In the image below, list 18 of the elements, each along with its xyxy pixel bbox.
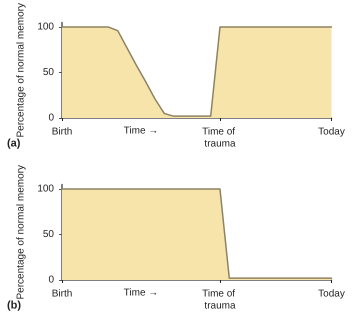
x-axis-title: Time → [124, 126, 158, 136]
y-axis-title: Percentage of normal memory [15, 2, 26, 138]
x-tick-label: Time of trauma [202, 126, 238, 150]
x-tick-label: Time of trauma [202, 288, 238, 312]
x-tick-label: Today [318, 126, 345, 138]
text: (b) [7, 300, 22, 312]
y-tick-label: 100 [37, 184, 54, 195]
x-axis-title: Time → [124, 288, 158, 298]
y-axis-title: Percentage of normal memory [15, 164, 26, 300]
y-tick-label: 0 [48, 112, 54, 124]
text: (a) [7, 138, 21, 150]
y-tick-label: 50 [42, 229, 54, 240]
y-tick-label: 0 [48, 274, 54, 286]
y-tick-label: 50 [42, 67, 54, 78]
x-tick-label: Birth [52, 126, 72, 138]
y-tick-label: 100 [37, 22, 54, 33]
x-tick-label: Today [318, 288, 345, 300]
x-tick-label: Birth [52, 288, 72, 300]
